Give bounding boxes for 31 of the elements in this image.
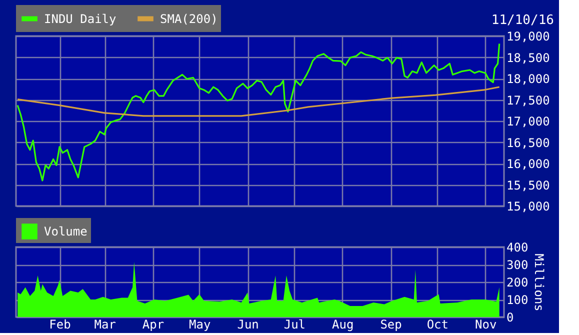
x-tick-label: Sep xyxy=(380,318,402,332)
y-tick-label: 17,000 xyxy=(506,114,550,128)
line-series xyxy=(16,42,500,182)
x-tick-label: Jul xyxy=(284,318,306,332)
y-tick-label: 300 xyxy=(506,258,528,272)
x-tick-label: Mar xyxy=(94,318,116,332)
x-tick-label: Nov xyxy=(475,318,497,332)
y-tick-label: 16,000 xyxy=(506,157,550,171)
legend-label: SMA(200) xyxy=(160,12,218,26)
legend-label: Volume xyxy=(44,224,88,238)
x-tick-label: Oct xyxy=(426,318,449,332)
y-tick-label: 16,500 xyxy=(506,136,550,150)
x-tick-label: Feb xyxy=(49,318,71,332)
x-tick-label: Apr xyxy=(142,318,164,332)
y-tick-label: 15,500 xyxy=(506,178,550,192)
y-tick-label: 17,500 xyxy=(506,93,550,108)
y-tick-label: 0 xyxy=(506,310,514,324)
x-tick-label: Aug xyxy=(332,318,354,332)
legend-label: INDU Daily xyxy=(44,12,116,26)
line-series xyxy=(16,86,500,117)
y-tick-label: 200 xyxy=(506,276,528,290)
y-tick-label: 18,000 xyxy=(506,72,550,86)
y-tick-label: 19,000 xyxy=(506,30,550,44)
y-tick-label: 100 xyxy=(506,293,528,307)
y-tick-label: 400 xyxy=(506,240,528,254)
y-tick-label: 18,500 xyxy=(506,50,550,65)
y-tick-label: 15,000 xyxy=(506,200,550,214)
x-tick-label: May xyxy=(189,318,211,332)
x-tick-label: Jun xyxy=(237,318,259,332)
y-axis-title: Millions xyxy=(532,254,546,312)
text: 11/10/16 xyxy=(491,13,554,28)
